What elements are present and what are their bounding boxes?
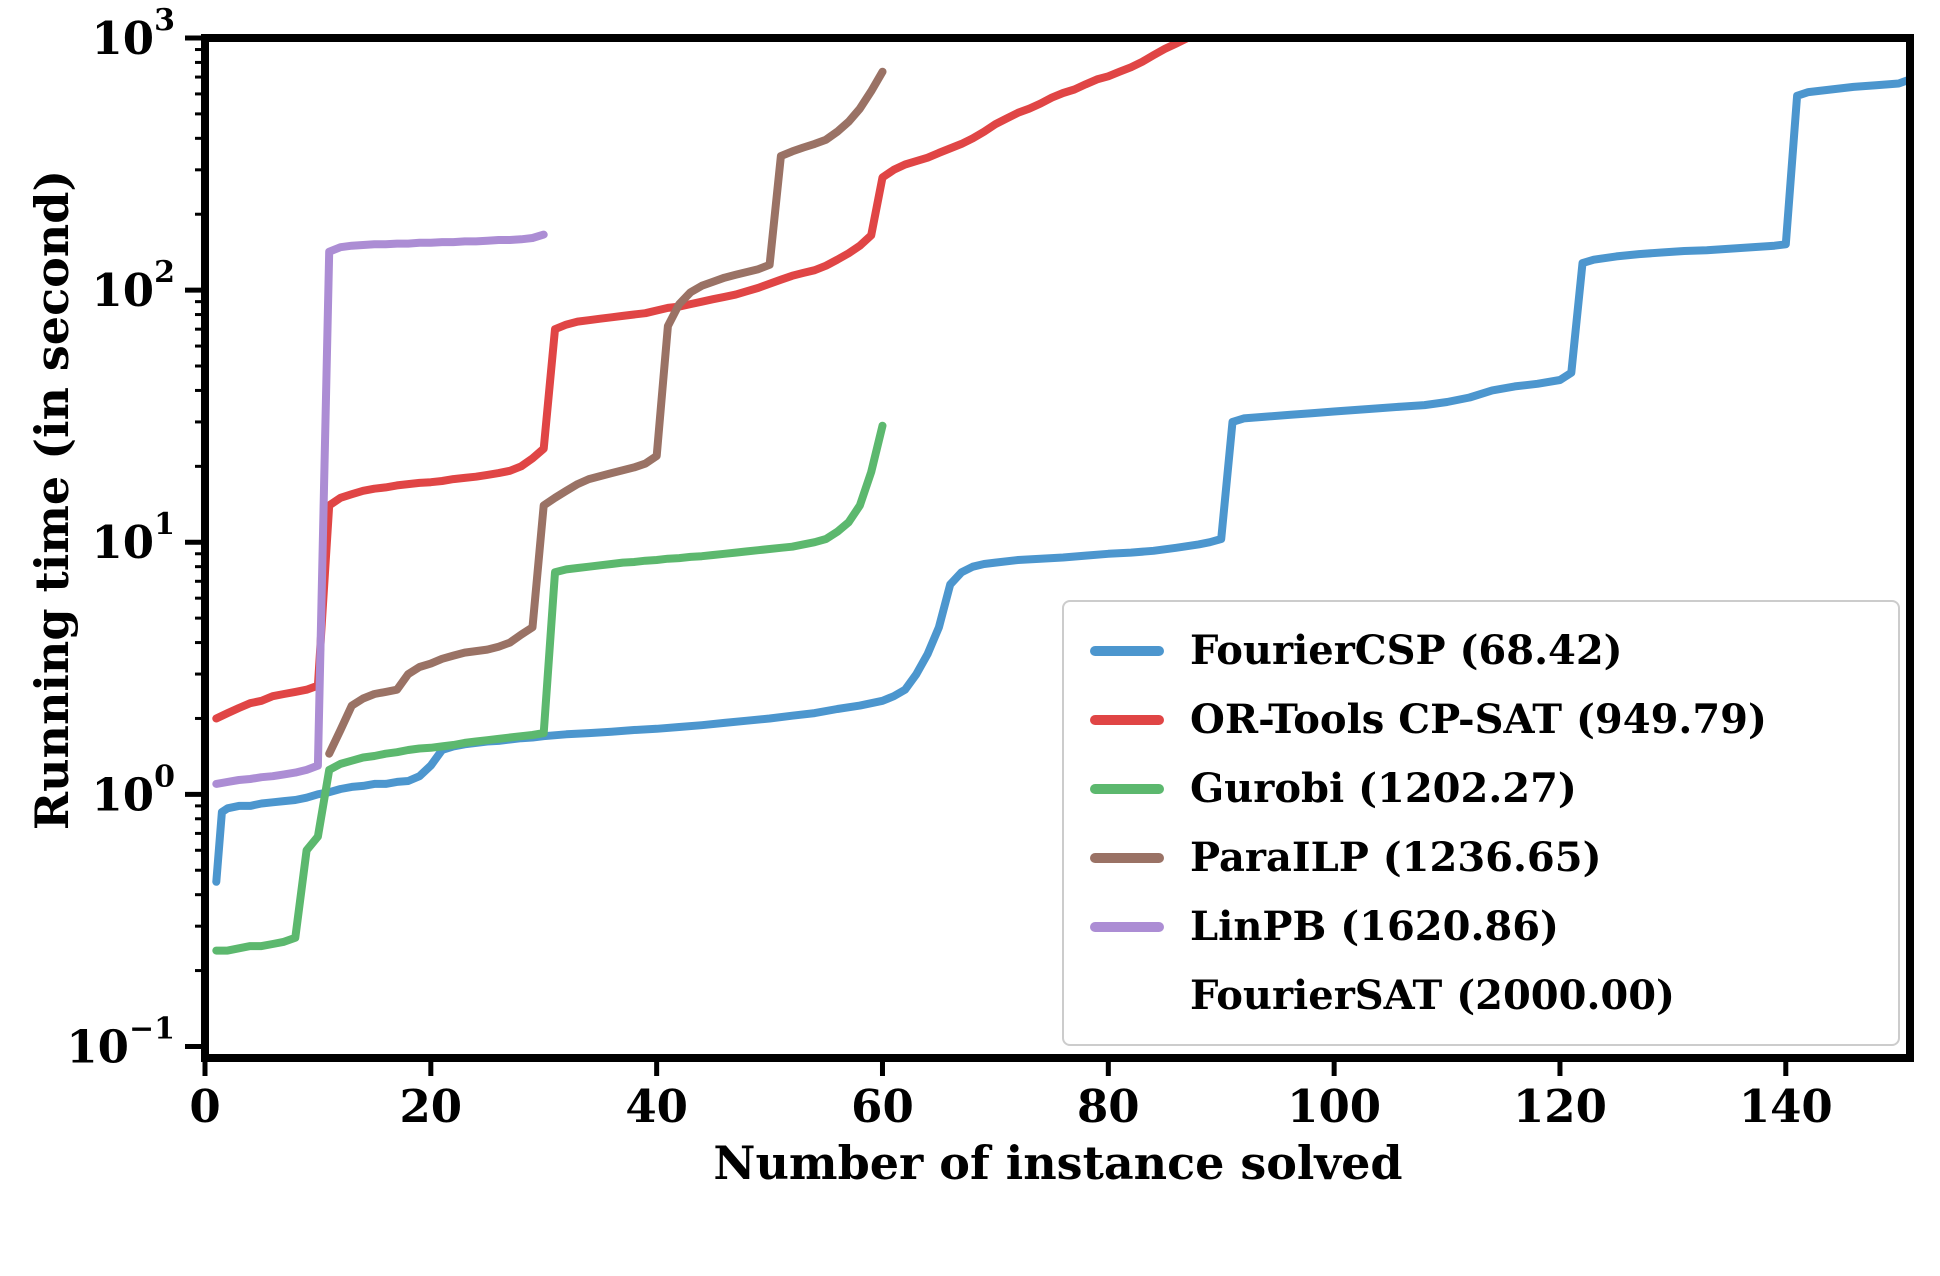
svg-text:100: 100: [92, 759, 176, 821]
svg-text:40: 40: [625, 1080, 688, 1133]
svg-text:102: 102: [92, 255, 176, 317]
legend-swatch: [1090, 852, 1164, 863]
legend-item: ParaILP (1236.65): [1090, 834, 1872, 881]
svg-text:103: 103: [92, 3, 176, 65]
legend-swatch: [1090, 714, 1164, 725]
series-line-OR-Tools-CP-SAT: [212, 38, 1192, 723]
series-line-LinPB: [212, 230, 548, 788]
legend-swatch: [1090, 921, 1164, 932]
svg-text:20: 20: [400, 1080, 463, 1133]
legend-label: LinPB (1620.86): [1190, 903, 1559, 950]
x-tick-labels: 0 20 40 60 80 100 120 140: [189, 1080, 1832, 1133]
legend-label: ParaILP (1236.65): [1190, 834, 1602, 881]
legend-label: FourierSAT (2000.00): [1190, 972, 1675, 1019]
series-line-Gurobi: [212, 421, 887, 955]
legend-item: FourierSAT (2000.00): [1090, 972, 1872, 1019]
legend-item: Gurobi (1202.27): [1090, 765, 1872, 812]
svg-text:60: 60: [851, 1080, 914, 1133]
legend-label: OR-Tools CP-SAT (949.79): [1190, 696, 1767, 743]
svg-text:120: 120: [1513, 1080, 1607, 1133]
legend-label: Gurobi (1202.27): [1190, 765, 1577, 812]
legend-item: OR-Tools CP-SAT (949.79): [1090, 696, 1872, 743]
svg-text:100: 100: [1287, 1080, 1381, 1133]
legend-item: FourierCSP (68.42): [1090, 627, 1872, 674]
legend-swatch: [1090, 645, 1164, 656]
series-line-ParaILP: [325, 67, 887, 758]
legend: FourierCSP (68.42) OR-Tools CP-SAT (949.7…: [1062, 600, 1900, 1046]
svg-text:140: 140: [1739, 1080, 1833, 1133]
y-tick-labels: 10−1 100 101 102 103: [66, 3, 175, 1073]
x-axis-label: Number of instance solved: [713, 1136, 1403, 1190]
legend-swatch: [1090, 783, 1164, 794]
legend-label: FourierCSP (68.42): [1190, 627, 1623, 674]
svg-text:80: 80: [1077, 1080, 1140, 1133]
y-axis-label: Running time (in second): [25, 169, 79, 831]
legend-item: LinPB (1620.86): [1090, 903, 1872, 950]
svg-text:0: 0: [189, 1080, 220, 1133]
legend-swatch: [1090, 991, 1164, 1001]
svg-text:10−1: 10−1: [66, 1011, 175, 1073]
series-line-FourierCSP: [212, 75, 1910, 886]
svg-text:101: 101: [92, 507, 176, 569]
plot-border: [201, 34, 1914, 1062]
